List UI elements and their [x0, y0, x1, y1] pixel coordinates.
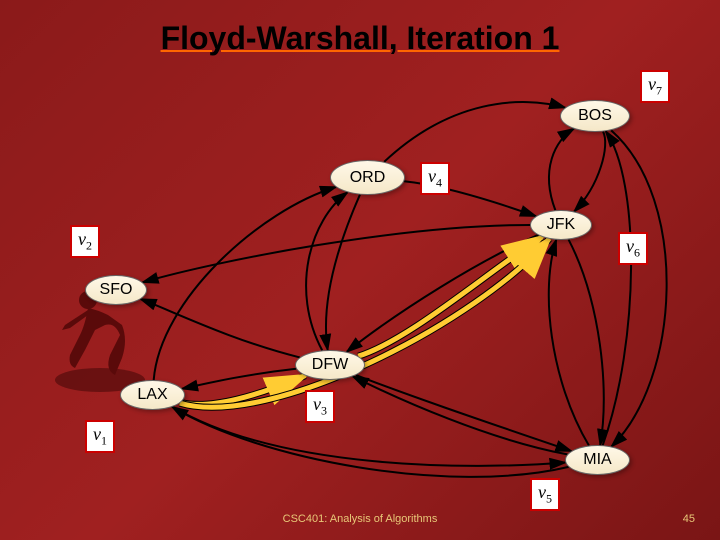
node-mia: MIA — [565, 445, 630, 475]
node-label: LAX — [137, 386, 167, 404]
node-label: SFO — [100, 281, 133, 299]
vlabel-v6: v6 — [618, 232, 648, 265]
node-label: BOS — [578, 107, 612, 125]
slide-title: Floyd-Warshall, Iteration 1 — [161, 20, 560, 57]
node-label: MIA — [583, 451, 611, 469]
node-label: DFW — [312, 356, 348, 374]
vlabel-v3: v3 — [305, 390, 335, 423]
vlabel-v4: v4 — [420, 162, 450, 195]
node-bos: BOS — [560, 100, 630, 132]
node-jfk: JFK — [530, 210, 592, 240]
node-sfo: SFO — [85, 275, 147, 305]
node-dfw: DFW — [295, 350, 365, 380]
node-lax: LAX — [120, 380, 185, 410]
footer-text: CSC401: Analysis of Algorithms — [283, 513, 438, 525]
node-label: ORD — [350, 169, 386, 187]
node-label: JFK — [547, 216, 575, 234]
node-ord: ORD — [330, 160, 405, 195]
vlabel-v1: v1 — [85, 420, 115, 453]
page-number: 45 — [683, 513, 695, 525]
vlabel-v7: v7 — [640, 70, 670, 103]
vlabel-v5: v5 — [530, 478, 560, 511]
vlabel-v2: v2 — [70, 225, 100, 258]
